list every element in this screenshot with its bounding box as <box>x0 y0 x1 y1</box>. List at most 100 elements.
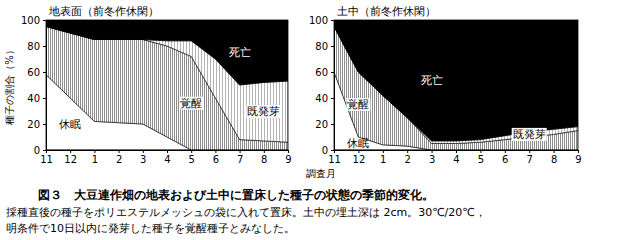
tick-mark <box>70 150 71 153</box>
tick: 9 <box>285 150 291 165</box>
tick: 100 <box>309 15 334 26</box>
x-axis: 1112123456789 <box>328 150 582 165</box>
series-label: 既発芽 <box>247 105 280 118</box>
tick: 11 <box>40 150 53 165</box>
tick: 6 <box>213 150 219 165</box>
y-axis: 020406080100 <box>309 15 335 156</box>
panel: 0204060801001112123456789土中（前冬作休閑）休眠覚醒既発… <box>309 5 582 165</box>
label-background <box>346 98 370 111</box>
tick-mark <box>334 150 335 153</box>
plot-frame <box>334 20 578 150</box>
tick-label: 8 <box>551 154 557 165</box>
tick-label: 1 <box>380 154 386 165</box>
tick: 4 <box>164 150 170 165</box>
tick-mark <box>43 72 46 73</box>
tick: 1 <box>380 150 386 165</box>
tick-mark <box>94 150 95 153</box>
label-background <box>512 128 547 141</box>
tick-mark <box>119 150 120 153</box>
tick: 12 <box>353 150 366 165</box>
tick-label: 20 <box>315 119 328 130</box>
tick-mark <box>505 150 506 153</box>
tick-label: 80 <box>315 41 328 52</box>
tick: 100 <box>21 15 46 26</box>
tick-mark <box>529 150 530 153</box>
tick-label: 6 <box>502 154 508 165</box>
tick-label: 7 <box>527 154 533 165</box>
panel-title: 土中（前冬作休閑） <box>337 5 436 18</box>
tick: 4 <box>453 150 459 165</box>
tick-mark <box>331 98 334 99</box>
series-labels: 休眠覚醒既発芽死亡 <box>59 46 281 131</box>
tick: 60 <box>27 67 46 78</box>
series-label: 休眠 <box>59 118 81 131</box>
tick-mark <box>578 150 579 153</box>
tick-label: 12 <box>353 154 366 165</box>
area <box>46 20 288 85</box>
tick-mark <box>331 124 334 125</box>
axis-line <box>334 21 335 151</box>
tick-label: 7 <box>237 154 243 165</box>
tick: 11 <box>328 150 341 165</box>
tick: 9 <box>575 150 581 165</box>
tick-mark <box>191 150 192 153</box>
plot-area <box>46 20 288 150</box>
series-labels: 休眠 覚醒既発芽 死亡 <box>346 74 546 150</box>
caption-note: 採種直後の種子をポリエステルメッシュの袋に入れて置床。土中の埋土深は 2cm。3… <box>6 206 486 219</box>
label-background <box>246 105 281 118</box>
caption-note: 明条件で10日以内に発芽した種子を覚醒種子とみなした。 <box>6 222 295 235</box>
tick-mark <box>331 46 334 47</box>
tick: 6 <box>502 150 508 165</box>
tick-label: 9 <box>575 154 581 165</box>
tick: 40 <box>27 93 46 104</box>
tick-mark <box>264 150 265 153</box>
tick: 3 <box>429 150 435 165</box>
y-axis-title: 種子の割合（%） <box>4 45 15 125</box>
tick-label: 4 <box>453 154 459 165</box>
tick: 20 <box>315 119 334 130</box>
tick-mark <box>331 20 334 21</box>
caption-title: 図３ 大豆連作畑の地表および土中に置床した種子の状態の季節的変化。 <box>38 188 434 202</box>
tick-mark <box>331 72 334 73</box>
tick-mark <box>480 150 481 153</box>
tick: 5 <box>189 150 195 165</box>
series-label: 覚醒 <box>347 98 369 111</box>
tick: 7 <box>527 150 533 165</box>
tick-mark <box>43 20 46 21</box>
tick-label: 2 <box>116 154 122 165</box>
series-label: 既発芽 <box>513 128 546 141</box>
series-label: 死亡 <box>229 46 251 59</box>
tick-mark <box>358 150 359 153</box>
series-label: 死亡 <box>421 74 443 87</box>
tick-label: 40 <box>315 93 328 104</box>
tick: 12 <box>64 150 77 165</box>
tick-mark <box>331 150 334 151</box>
tick-mark <box>215 150 216 153</box>
tick-mark <box>167 150 168 153</box>
tick-label: 60 <box>315 67 328 78</box>
tick: 2 <box>405 150 411 165</box>
tick-label: 20 <box>27 119 40 130</box>
tick: 5 <box>478 150 484 165</box>
panel: 0204060801001112123456789地表面（前冬作休閑）種子の割合… <box>4 5 292 165</box>
series-label: 休眠 <box>347 137 369 150</box>
tick-label: 11 <box>40 154 53 165</box>
tick-label: 3 <box>429 154 435 165</box>
tick-label: 4 <box>164 154 170 165</box>
tick: 60 <box>315 67 334 78</box>
tick-mark <box>43 150 46 151</box>
plot-frame <box>46 20 288 150</box>
tick-label: 0 <box>34 145 40 156</box>
tick: 7 <box>237 150 243 165</box>
tick: 1 <box>92 150 98 165</box>
tick-label: 5 <box>189 154 195 165</box>
label-background <box>179 97 203 110</box>
tick-mark <box>43 46 46 47</box>
x-axis-title: 調査月 <box>306 168 336 179</box>
figure: 0204060801001112123456789地表面（前冬作休閑）種子の割合… <box>0 0 620 240</box>
tick: 8 <box>261 150 267 165</box>
tick-label: 3 <box>140 154 146 165</box>
tick-label: 11 <box>328 154 341 165</box>
tick-label: 2 <box>405 154 411 165</box>
tick: 8 <box>551 150 557 165</box>
